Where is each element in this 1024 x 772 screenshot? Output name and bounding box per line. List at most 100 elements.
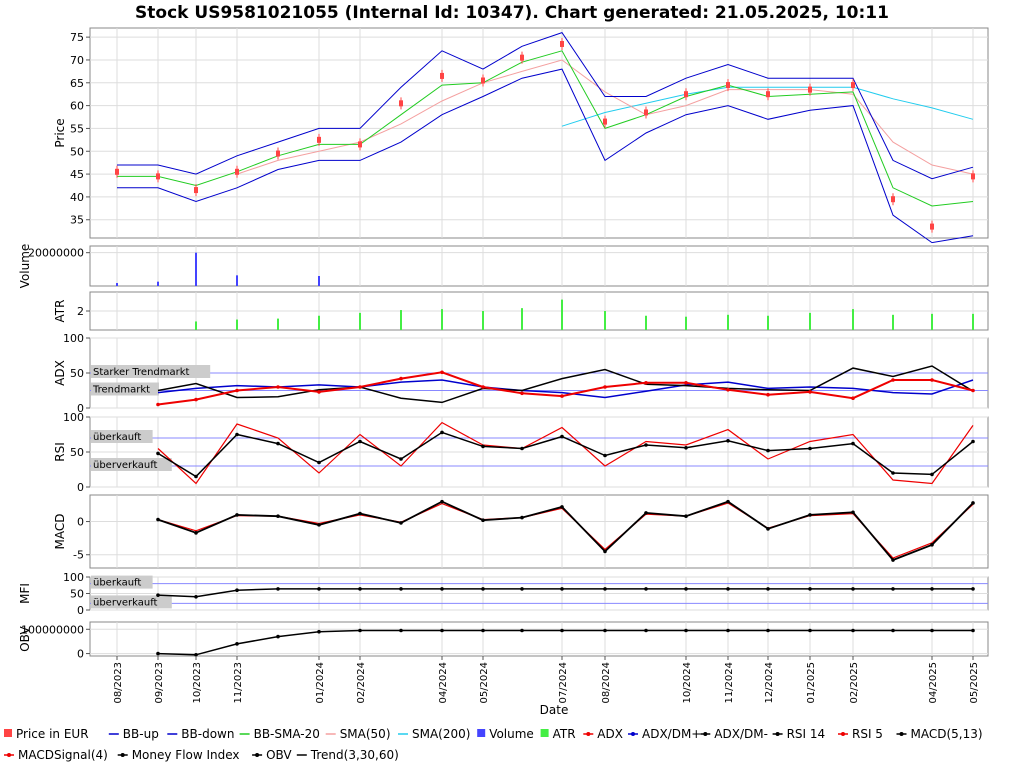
adx-y-tick-label: 50 [70,367,84,380]
macd-point [930,542,934,547]
legend-swatch-dot [841,732,845,736]
obv-point [194,652,198,657]
macd-point [644,511,648,515]
macd-point [156,517,160,522]
legend-item-label: BB-down [181,727,234,741]
rsi-zone-label-bg [91,458,172,471]
macd-point [726,499,730,504]
rsi14-point [317,460,321,465]
legend-swatch [540,729,549,737]
macd-panel-frame [89,494,989,569]
adx-zone-label: Trendmarkt [92,385,150,396]
adx-zone-label-bg [91,382,159,396]
x-tick-label: 02/2024 [356,662,367,704]
mfi-y-axis-label: MFI [18,583,32,604]
price-y-tick-label: 70 [70,54,84,67]
adx-point [156,402,160,407]
macd-point [766,527,770,531]
rsi14-point [930,472,934,477]
atr-bar [767,315,769,330]
rsi14-point [440,430,444,435]
rsi14-point [603,453,607,458]
x-tick-label: 12/2024 [764,662,775,704]
x-axis-label: Date [540,703,569,717]
macd-point [971,501,975,505]
rsi14-point [684,446,688,450]
rsi14-point [358,439,362,444]
price-candle [399,100,403,107]
mfi-zone-label: überverkauft [93,597,158,608]
atr-bar [727,314,729,330]
mfi-point [317,587,321,591]
volume-bar [318,276,320,286]
mfi-point [560,587,564,591]
x-tick-label: 01/2025 [806,662,817,704]
legend-item-label: Price in EUR [16,727,89,741]
rsi14-point [194,474,198,479]
adx-zone-label-bg [91,365,211,378]
x-tick-label: 01/2024 [315,662,326,704]
rsi14-point [235,432,239,437]
mfi-point [358,587,362,591]
obv-y-tick-label: 0 [77,648,84,661]
obv-point [520,628,524,633]
bb-sma20-line [117,50,974,207]
price-y-tick-label: 65 [70,77,84,90]
price-y-tick-label: 50 [70,145,84,158]
legend: Price in EUR BB-up BB-down BB-SMA-20 SMA(50)… [4,727,983,762]
rsi-zone-label: überkauft [93,432,141,443]
mfi-point [194,595,198,599]
mfi-point [156,593,160,597]
x-tick-label: 07/2024 [558,662,569,704]
macd-point [358,511,362,516]
obv-point [684,628,688,633]
legend-item-label: RSI 14 [787,727,826,741]
obv-point [358,628,362,633]
price-candle [603,118,607,125]
rsi14-point [891,471,895,475]
obv-point [891,628,895,633]
adx-dm-minus-line [157,365,974,404]
obv-point [726,628,730,633]
obv-point [766,628,770,633]
rsi14-point [971,439,975,444]
price-y-tick-label: 55 [70,122,84,135]
legend-swatch [477,729,486,737]
mfi-point [399,587,403,591]
adx-point [358,385,362,389]
atr-y-axis-label: ATR [53,300,67,323]
legend-swatch-dot [899,732,904,736]
price-candle [891,196,895,203]
legend-swatch-dot [586,732,591,736]
macd-y-axis-label: MACD [53,514,67,550]
adx-point [930,378,934,382]
bb-up-line [117,32,974,180]
rsi14-point [766,448,770,453]
x-tick-label: 02/2025 [849,662,860,704]
atr-y-tick-label: 2 [77,305,84,318]
price-candle [481,77,485,84]
mfi-y-tick-label: 0 [77,604,84,617]
atr-bar [892,314,894,330]
macd-point [520,515,524,520]
obv-point [603,628,607,633]
rsi14-point [276,441,280,446]
volume-bar [195,252,197,286]
adx-dm-plus-line [157,379,974,399]
legend-swatch-dot [255,753,260,757]
obv-y-tick-label: 100000000 [21,623,84,636]
price-candle [194,187,198,194]
legend-item-label: MACD(5,13) [911,727,983,741]
price-candle [317,136,321,143]
legend-swatch-dot [7,753,11,757]
price-candle [808,86,812,93]
adx-point [317,390,321,394]
adx-point [399,376,403,381]
rsi-y-tick-label: 0 [77,481,84,494]
price-candle [115,168,119,175]
legend-item-label: Money Flow Index [132,748,240,762]
legend-item-label: ATR [553,727,576,741]
price-candle [440,72,444,79]
price-y-axis-label: Price [53,118,67,147]
